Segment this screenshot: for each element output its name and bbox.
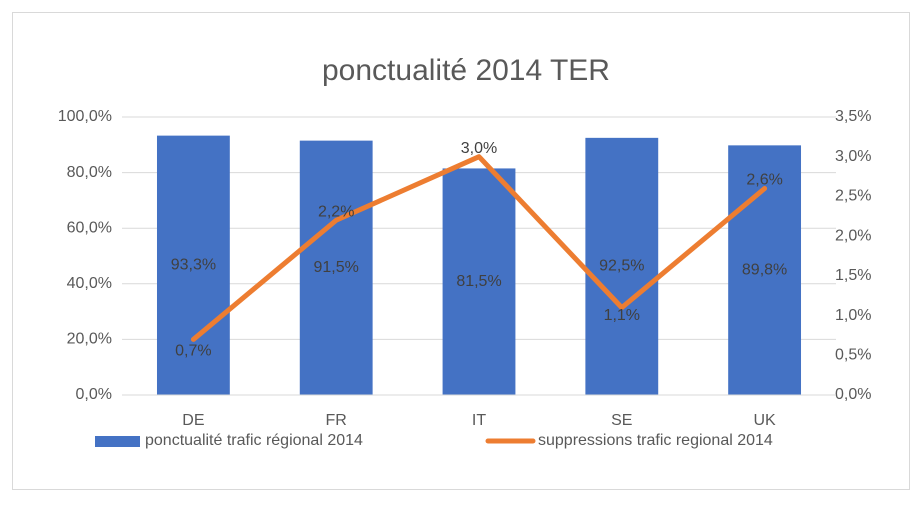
data-label: 3,0% (461, 140, 497, 157)
x-tick-label: DE (182, 412, 204, 429)
data-label: 2,2% (318, 203, 354, 220)
data-label: 91,5% (314, 259, 359, 276)
data-label: 93,3% (171, 257, 216, 274)
y2-tick-label: 3,5% (835, 108, 871, 125)
legend-swatch (95, 436, 140, 447)
y-tick-label: 100,0% (58, 108, 112, 125)
x-tick-label: UK (753, 412, 776, 429)
y2-tick-label: 3,0% (835, 148, 871, 165)
data-label: 89,8% (742, 261, 787, 278)
bar (442, 168, 516, 395)
bar (585, 137, 659, 395)
line (190, 154, 768, 342)
legend-label: suppressions trafic regional 2014 (538, 432, 773, 449)
x-tick-label: IT (472, 412, 486, 429)
y2-tick-label: 0,0% (835, 386, 871, 403)
bar (156, 135, 230, 395)
x-tick-label: FR (326, 412, 347, 429)
y2-tick-label: 0,5% (835, 347, 871, 364)
legend-label: ponctualité trafic régional 2014 (145, 432, 363, 449)
y-tick-label: 80,0% (67, 164, 112, 181)
data-label: 2,6% (746, 172, 782, 189)
data-label: 0,7% (175, 343, 211, 360)
y-tick-label: 60,0% (67, 219, 112, 236)
y2-tick-label: 1,5% (835, 267, 871, 284)
data-label: 81,5% (456, 273, 501, 290)
y-tick-label: 20,0% (67, 331, 112, 348)
chart-title: ponctualité 2014 TER (322, 54, 610, 87)
y-tick-label: 40,0% (67, 275, 112, 292)
x-tick-label: SE (611, 412, 632, 429)
data-label: 1,1% (604, 307, 640, 324)
y-tick-label: 0,0% (76, 386, 112, 403)
y2-tick-label: 2,0% (835, 227, 871, 244)
bar (299, 140, 373, 395)
data-label: 92,5% (599, 258, 644, 275)
y2-tick-label: 2,5% (835, 188, 871, 205)
y2-tick-label: 1,0% (835, 307, 871, 324)
